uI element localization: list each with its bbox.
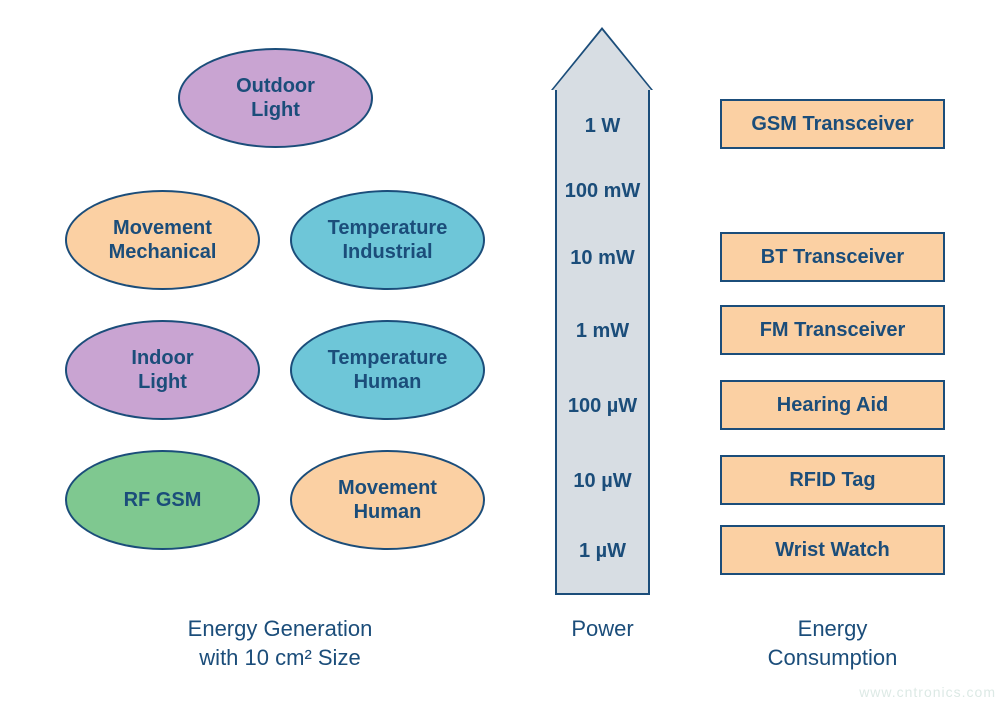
gen-movement-mechanical: MovementMechanical: [65, 190, 260, 290]
gen-movement-human: MovementHuman: [290, 450, 485, 550]
caption-consumption: EnergyConsumption: [720, 615, 945, 672]
scale-1µw: 1 µW: [555, 540, 650, 563]
scale-10µw: 10 µW: [555, 470, 650, 493]
caption-power: Power: [555, 615, 650, 644]
cons-hearing-aid: Hearing Aid: [720, 380, 945, 430]
caption-generation: Energy Generationwith 10 cm² Size: [120, 615, 440, 672]
scale-1w: 1 W: [555, 115, 650, 138]
gen-temperature-industrial: TemperatureIndustrial: [290, 190, 485, 290]
cons-fm-transceiver: FM Transceiver: [720, 305, 945, 355]
gen-rf-gsm: RF GSM: [65, 450, 260, 550]
gen-outdoor-light: OutdoorLight: [178, 48, 373, 148]
power-arrow-head: [553, 30, 651, 90]
cons-bt-transceiver: BT Transceiver: [720, 232, 945, 282]
cons-rfid-tag: RFID Tag: [720, 455, 945, 505]
scale-10mw: 10 mW: [555, 247, 650, 270]
scale-1mw: 1 mW: [555, 320, 650, 343]
cons-wrist-watch: Wrist Watch: [720, 525, 945, 575]
scale-100mw: 100 mW: [555, 180, 650, 203]
watermark: www.cntronics.com: [859, 684, 996, 700]
gen-temperature-human: TemperatureHuman: [290, 320, 485, 420]
gen-indoor-light: IndoorLight: [65, 320, 260, 420]
cons-gsm-transceiver: GSM Transceiver: [720, 99, 945, 149]
scale-100µw: 100 µW: [555, 395, 650, 418]
